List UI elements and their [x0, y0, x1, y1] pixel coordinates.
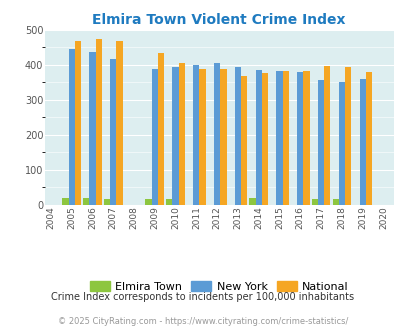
Bar — [89, 52, 95, 205]
Bar — [213, 63, 220, 205]
Bar — [332, 199, 338, 205]
Bar — [249, 198, 255, 205]
Bar — [344, 67, 350, 205]
Bar — [95, 39, 102, 205]
Legend: Elmira Town, New York, National: Elmira Town, New York, National — [85, 277, 352, 296]
Bar — [261, 73, 267, 205]
Bar — [193, 65, 199, 205]
Bar — [276, 71, 282, 205]
Bar — [116, 41, 122, 205]
Bar — [75, 41, 81, 205]
Bar — [234, 67, 241, 205]
Bar — [145, 199, 151, 205]
Bar — [317, 80, 324, 205]
Bar — [104, 199, 110, 205]
Bar — [158, 53, 164, 205]
Bar — [83, 198, 89, 205]
Bar — [255, 70, 261, 205]
Bar — [199, 69, 205, 205]
Text: Crime Index corresponds to incidents per 100,000 inhabitants: Crime Index corresponds to incidents per… — [51, 292, 354, 302]
Bar — [68, 49, 75, 205]
Bar — [62, 198, 68, 205]
Bar — [220, 69, 226, 205]
Bar — [359, 80, 365, 205]
Bar — [172, 67, 178, 205]
Bar — [110, 59, 116, 205]
Bar — [324, 66, 330, 205]
Bar — [338, 82, 344, 205]
Bar — [241, 76, 247, 205]
Text: © 2025 CityRating.com - https://www.cityrating.com/crime-statistics/: © 2025 CityRating.com - https://www.city… — [58, 317, 347, 326]
Bar — [178, 63, 185, 205]
Bar — [166, 199, 172, 205]
Title: Elmira Town Violent Crime Index: Elmira Town Violent Crime Index — [92, 13, 345, 27]
Bar — [311, 199, 317, 205]
Bar — [151, 69, 158, 205]
Bar — [296, 72, 303, 205]
Bar — [282, 71, 288, 205]
Bar — [303, 71, 309, 205]
Bar — [365, 72, 371, 205]
